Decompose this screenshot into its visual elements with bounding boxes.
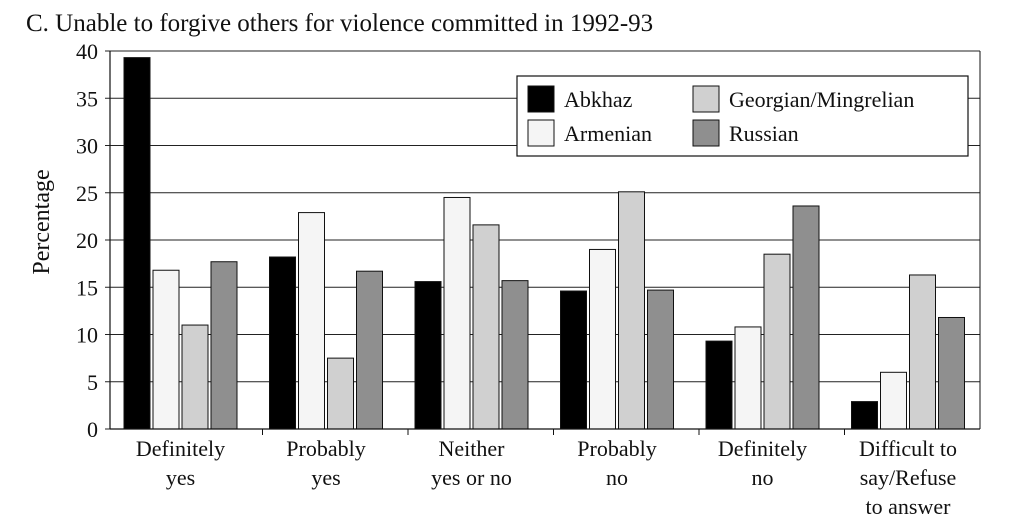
- legend-label: Georgian/Mingrelian: [729, 87, 914, 112]
- y-tick-label: 30: [76, 134, 98, 159]
- legend-swatch: [527, 119, 555, 147]
- bar-russian-5: [938, 316, 965, 430]
- y-tick-label: 35: [76, 86, 98, 111]
- bar-abkhaz-1: [269, 256, 296, 430]
- bar-abkhaz-2: [414, 281, 442, 430]
- x-tick-label: Difficult to say/Refuse to answer: [859, 436, 957, 519]
- bar-russian-3: [647, 289, 674, 430]
- bar-armenian-3: [589, 248, 616, 430]
- y-tick-label: 10: [76, 323, 98, 348]
- legend-box: [516, 75, 969, 157]
- y-tick-label: 40: [76, 39, 98, 64]
- bar-armenian-1: [298, 212, 325, 430]
- y-tick-label: 20: [76, 228, 98, 253]
- bar-armenian-0: [152, 269, 180, 430]
- axes: [105, 50, 981, 435]
- bar-georgian-mingrelian-1: [327, 357, 354, 430]
- y-tick-label: 15: [76, 275, 98, 300]
- bar-abkhaz-4: [705, 340, 733, 430]
- legend-swatch: [692, 85, 720, 113]
- y-tick-label: 0: [87, 417, 98, 442]
- y-axis-label: Percentage: [29, 169, 55, 274]
- y-tick-label: 25: [76, 181, 98, 206]
- bar-georgian-mingrelian-2: [472, 224, 500, 430]
- bar-georgian-mingrelian-4: [763, 253, 791, 430]
- legend-label: Armenian: [564, 121, 652, 146]
- x-tick-label: Neither yes or no: [431, 436, 512, 490]
- x-tick-label: Probably yes: [286, 436, 365, 490]
- x-tick-label: Definitely no: [718, 436, 807, 490]
- legend-swatch: [527, 85, 555, 113]
- y-tick-labels: 0 5 10 15 20 25 30 35 40: [76, 39, 98, 442]
- bar-russian-1: [356, 270, 383, 430]
- y-tick-label: 5: [87, 370, 98, 395]
- bar-armenian-2: [443, 196, 471, 430]
- legend-label: Abkhaz: [564, 87, 633, 112]
- legend-swatch: [692, 119, 720, 147]
- x-tick-labels: Definitely yes Probably yes Neither yes or no…: [136, 436, 957, 519]
- bar-georgian-mingrelian-3: [618, 191, 645, 430]
- bar-russian-0: [210, 261, 238, 430]
- legend: Abkhaz Georgian/Mingrelian Armenian Russian: [516, 75, 969, 157]
- x-tick-label: Probably no: [577, 436, 656, 490]
- bar-abkhaz-3: [560, 290, 587, 430]
- bar-georgian-mingrelian-5: [909, 274, 936, 430]
- bar-georgian-mingrelian-0: [181, 324, 209, 430]
- bar-abkhaz-5: [851, 401, 878, 430]
- x-tick-label: Definitely yes: [136, 436, 225, 490]
- bar-russian-2: [501, 280, 529, 430]
- legend-label: Russian: [729, 121, 799, 146]
- bar-armenian-4: [734, 326, 762, 430]
- chart-title: C. Unable to forgive others for violence…: [26, 10, 654, 37]
- bar-abkhaz-0: [123, 57, 151, 430]
- bar-armenian-5: [880, 371, 907, 430]
- bar-russian-4: [792, 205, 820, 430]
- bars: [123, 57, 965, 430]
